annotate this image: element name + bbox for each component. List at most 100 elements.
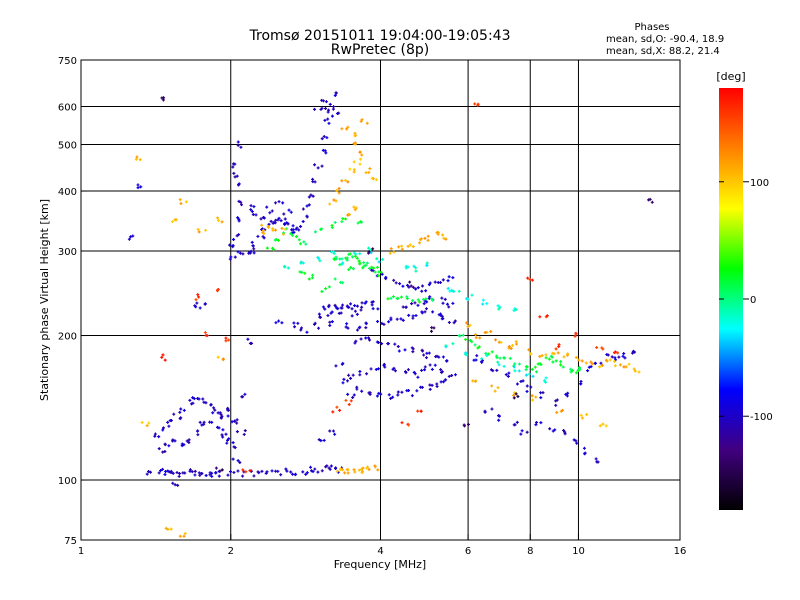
data-point [439,368,443,372]
data-point [480,358,484,362]
data-point [562,429,566,433]
data-point [328,467,332,471]
data-point [349,302,353,306]
data-point [394,281,398,285]
data-point [297,238,301,242]
data-point [403,370,407,374]
data-point [357,259,361,263]
y-tick-label: 600 [58,103,77,114]
data-point [396,345,400,349]
data-point [566,352,570,356]
data-point [227,437,231,441]
data-point [600,364,604,368]
data-point [565,394,569,398]
data-point [323,118,327,122]
data-point [451,276,455,280]
data-point [340,220,344,224]
data-point [328,102,332,106]
data-point [574,332,578,336]
data-point [328,324,332,328]
data-point [167,424,171,428]
data-point [575,441,579,445]
data-point [647,198,651,202]
data-point [447,305,451,309]
data-point [187,440,191,444]
data-point [310,276,314,280]
data-point [566,391,570,395]
data-point [370,303,374,307]
data-point [527,348,531,352]
data-point [283,227,287,231]
data-point [304,472,308,476]
x-axis-label: Frequency [MHz] [334,558,426,571]
data-point [376,307,380,311]
data-point [352,170,356,174]
data-point [345,127,349,131]
data-point [169,471,173,475]
data-point [376,367,380,371]
data-point [220,220,224,224]
data-point [512,309,516,313]
data-point [496,386,500,390]
data-point [359,119,363,123]
data-point [244,470,248,474]
data-point [423,368,427,372]
data-point [239,145,243,149]
data-point [420,348,424,352]
data-point [179,407,183,411]
data-point [534,395,538,399]
data-point [147,421,151,425]
data-point [539,421,543,425]
data-point [377,391,381,395]
data-point [237,199,241,203]
data-point [159,469,163,473]
data-point [347,268,351,272]
data-point [359,308,363,312]
data-point [396,296,400,300]
data-point [305,215,309,219]
data-point [375,265,379,269]
data-point [376,468,380,472]
data-point [555,410,559,414]
data-point [508,356,512,360]
data-point [359,337,363,341]
data-point [413,372,417,376]
data-point [271,228,275,232]
data-point [411,350,415,354]
data-point [401,305,405,309]
data-point [345,258,349,262]
data-point [419,409,423,413]
data-point [182,534,186,538]
data-point [340,306,344,310]
data-point [623,356,627,360]
data-point [238,461,242,465]
data-point [446,279,450,283]
data-point [606,353,610,357]
data-point [364,171,368,175]
data-point [637,370,641,374]
data-point [138,158,142,162]
data-point [224,432,228,436]
data-point [406,283,410,287]
data-point [265,470,269,474]
data-point [229,255,233,259]
data-point [301,207,305,211]
data-point [236,459,240,463]
colorbar-tick-label: 100 [750,178,769,189]
data-point [617,355,621,359]
data-point [556,351,560,355]
data-point [529,385,533,389]
data-point [219,416,223,420]
data-point [485,353,489,357]
data-point [299,225,303,229]
data-point [231,165,235,169]
data-point [374,178,378,182]
data-point [301,470,305,474]
data-point [517,362,521,366]
data-point [348,167,352,171]
data-point [345,322,349,326]
data-point [470,293,474,297]
data-point [489,330,493,334]
data-point [218,469,222,473]
data-point [475,354,479,358]
